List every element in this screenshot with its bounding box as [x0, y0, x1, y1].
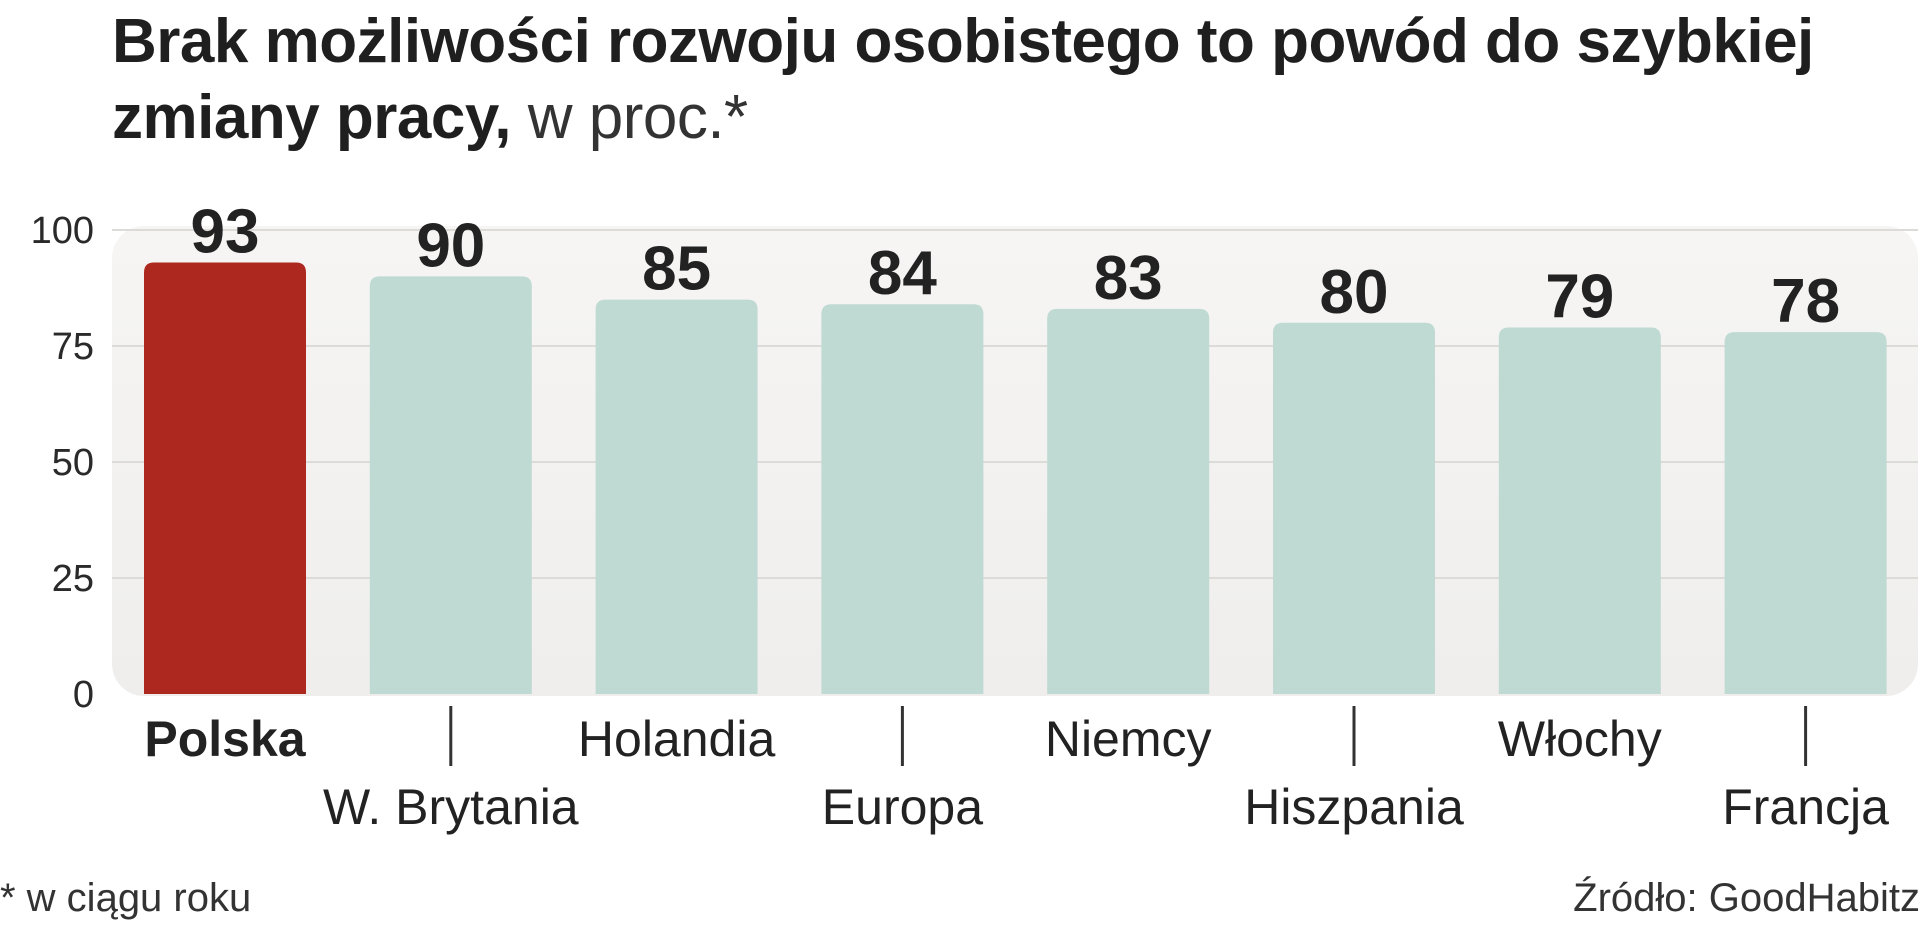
- source-credit: Źródło: GoodHabitz: [1573, 876, 1920, 920]
- chart-title-main: Brak możliwości rozwoju osobistego to po…: [112, 7, 1814, 152]
- y-tick-label: 100: [31, 210, 94, 252]
- category-label: Hiszpania: [1244, 779, 1464, 835]
- value-label: 90: [416, 211, 485, 280]
- y-tick-label: 75: [52, 326, 94, 368]
- value-label: 78: [1771, 267, 1840, 336]
- value-label: 84: [868, 239, 937, 308]
- bar: [369, 276, 532, 694]
- bar: [1724, 332, 1887, 694]
- category-label: W. Brytania: [323, 779, 579, 835]
- bar: [144, 262, 306, 694]
- bar: [821, 304, 984, 694]
- footnote: * w ciągu roku: [0, 876, 252, 920]
- value-label: 83: [1094, 244, 1163, 313]
- bar: [1047, 308, 1210, 694]
- category-label: Polska: [144, 711, 306, 767]
- value-label: 93: [191, 197, 260, 266]
- y-tick-label: 50: [52, 442, 94, 484]
- y-tick-label: 0: [73, 674, 94, 716]
- category-label: Europa: [822, 779, 983, 835]
- chart-title: Brak możliwości rozwoju osobistego to po…: [112, 4, 1912, 156]
- category-label: Holandia: [578, 711, 776, 767]
- bar: [1273, 322, 1435, 694]
- y-tick-label: 25: [52, 558, 94, 600]
- value-label: 79: [1545, 262, 1614, 331]
- bar-chart: 0 25 50 75 100 93 Polska 90 W. Brytania 85 Holandi…: [31, 197, 1918, 835]
- value-label: 80: [1320, 258, 1389, 327]
- bar: [1498, 327, 1661, 694]
- bar: [595, 299, 758, 694]
- chart-title-unit: w proc.*: [510, 83, 748, 152]
- value-label: 85: [642, 235, 711, 304]
- category-label: Francja: [1722, 779, 1889, 835]
- category-label: Niemcy: [1045, 711, 1212, 767]
- category-label: Włochy: [1498, 711, 1662, 767]
